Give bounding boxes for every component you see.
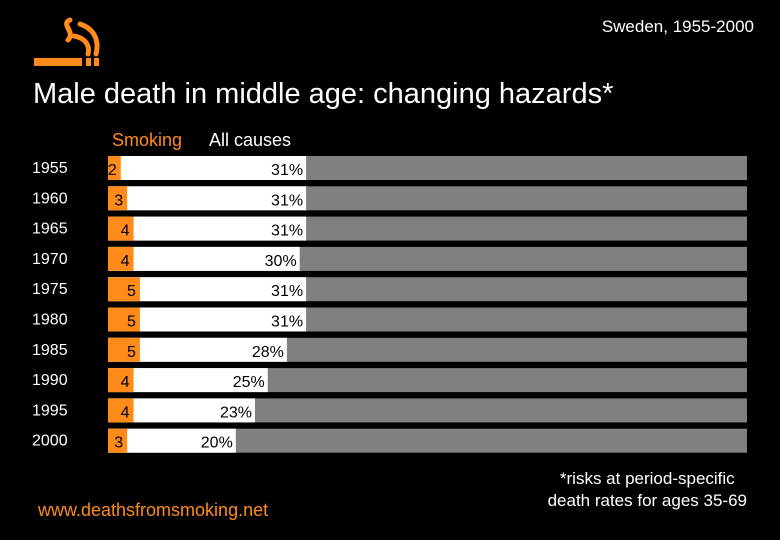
- source-link[interactable]: www.deathsfromsmoking.net: [38, 500, 269, 520]
- smoking-bar-1985: [108, 337, 140, 362]
- all-causes-value-1955: 31%: [271, 162, 303, 179]
- smoking-bar-1965: [108, 216, 134, 241]
- smoking-value-1965: 4: [121, 223, 130, 240]
- year-label-1985: 1985: [32, 342, 68, 359]
- all-causes-value-1990: 25%: [233, 374, 265, 391]
- all-causes-value-1970: 30%: [265, 253, 297, 270]
- smoking-value-1995: 4: [121, 404, 130, 421]
- bar-row-1990: 1990 4 25%: [32, 368, 747, 393]
- all-causes-value-1960: 31%: [271, 192, 303, 209]
- all-causes-value-1965: 31%: [271, 223, 303, 240]
- bar-row-1970: 1970 4 30%: [32, 246, 747, 271]
- all-causes-value-1975: 31%: [271, 283, 303, 300]
- legend-smoking: Smoking: [112, 130, 182, 150]
- year-label-1960: 1960: [32, 190, 68, 207]
- footnote: *risks at period-specific death rates fo…: [548, 468, 747, 512]
- smoking-bar-1990: [108, 368, 134, 393]
- smoking-value-1960: 3: [114, 192, 123, 209]
- bar-row-1955: 1955 2 31%: [32, 156, 747, 180]
- all-causes-bar-1970: [108, 246, 300, 271]
- chart-title: Male death in middle age: changing hazar…: [33, 78, 614, 110]
- year-label-1980: 1980: [32, 312, 68, 329]
- bar-row-1995: 1995 4 23%: [32, 398, 747, 423]
- bar-row-1985: 1985 5 28%: [32, 337, 747, 362]
- smoking-bar-1975: [108, 277, 140, 302]
- chart-legend: Smoking All causes: [112, 130, 291, 150]
- smoking-cigarette-icon: [34, 17, 100, 66]
- year-label-1955: 1955: [32, 160, 68, 177]
- smoking-bar-1960: [108, 186, 128, 211]
- all-causes-bar-1960: [108, 186, 307, 211]
- chart-subtitle: Sweden, 1955-2000: [601, 17, 754, 36]
- smoking-bar-1955: [108, 156, 121, 180]
- bar-row-1975: 1975 5 31%: [32, 277, 747, 302]
- smoking-bar-2000: [108, 428, 128, 453]
- all-causes-value-1985: 28%: [252, 344, 284, 361]
- footnote-line-1: *risks at period-specific: [559, 469, 735, 488]
- all-causes-value-1995: 23%: [220, 404, 252, 421]
- all-causes-bar-1980: [108, 307, 307, 332]
- all-causes-bar-1975: [108, 277, 307, 302]
- year-label-2000: 2000: [32, 433, 68, 450]
- all-causes-bar-1990: [108, 368, 268, 393]
- smoking-value-2000: 3: [114, 435, 123, 452]
- year-label-1975: 1975: [32, 281, 68, 298]
- all-causes-bar-2000: [108, 428, 236, 453]
- smoking-value-1985: 5: [127, 344, 136, 361]
- all-causes-value-1980: 31%: [271, 314, 303, 331]
- bar-row-1980: 1980 5 31%: [32, 307, 747, 332]
- year-label-1970: 1970: [32, 251, 68, 268]
- bar-row-2000: 2000 3 20%: [32, 428, 747, 453]
- smoking-value-1970: 4: [121, 253, 130, 270]
- bar-row-1960: 1960 3 31%: [32, 186, 747, 211]
- smoking-value-1955: 2: [108, 162, 117, 179]
- year-label-1965: 1965: [32, 221, 68, 238]
- bar-rows: 1955 2 31% 1960 3 31% 1965 4 31% 1970 4 30% 1975 5 31%…: [32, 156, 747, 453]
- year-label-1995: 1995: [32, 402, 68, 419]
- all-causes-bar-1965: [108, 216, 307, 241]
- smoking-value-1975: 5: [127, 283, 136, 300]
- smoking-value-1980: 5: [127, 314, 136, 331]
- smoking-bar-1995: [108, 398, 134, 423]
- all-causes-bar-1955: [108, 156, 307, 180]
- smoking-bar-1970: [108, 246, 134, 271]
- smoking-value-1990: 4: [121, 374, 130, 391]
- footnote-line-2: death rates for ages 35-69: [547, 491, 747, 510]
- smoking-bar-1980: [108, 307, 140, 332]
- all-causes-value-2000: 20%: [201, 435, 233, 452]
- bar-row-1965: 1965 4 31%: [32, 216, 747, 241]
- year-label-1990: 1990: [32, 372, 68, 389]
- legend-all-causes: All causes: [209, 130, 291, 150]
